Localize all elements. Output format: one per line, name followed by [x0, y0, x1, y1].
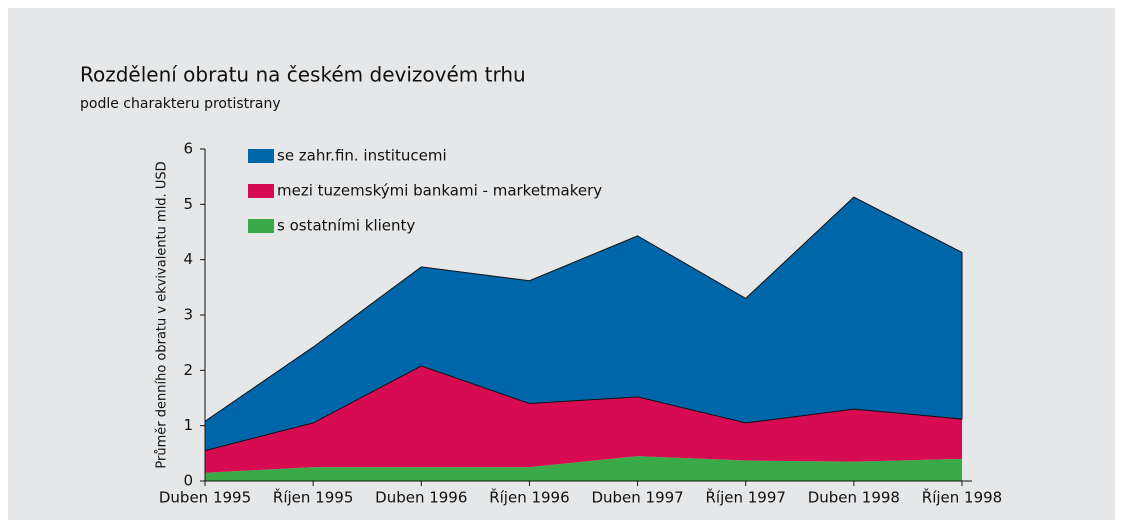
y-tick-label: 6: [183, 140, 193, 158]
legend-label: se zahr.fin. institucemi: [277, 147, 447, 165]
chart-subtitle: podle charakteru protistrany: [80, 96, 281, 112]
x-tick-label: Říjen 1996: [489, 488, 569, 507]
area: [205, 456, 962, 481]
x-tick-label: Říjen 1995: [273, 488, 353, 507]
legend-label: mezi tuzemskými bankami - marketmakery: [277, 182, 602, 200]
x-tick-label: Duben 1998: [808, 489, 900, 507]
y-tick-label: 5: [183, 195, 193, 213]
y-axis-label: Průměr denního obratu v ekvivalentu mld.…: [155, 161, 170, 468]
x-tick-label: Duben 1996: [375, 489, 467, 507]
area: [204, 196, 963, 452]
legend-swatch: [248, 219, 274, 233]
x-tick-label: Duben 1997: [591, 489, 683, 507]
x-tick-label: Říjen 1997: [705, 488, 785, 507]
y-tick-label: 1: [183, 416, 193, 434]
y-tick-label: 3: [183, 306, 193, 324]
legend-swatch: [248, 149, 274, 163]
area: [205, 365, 962, 473]
x-tick-label: Duben 1995: [159, 489, 251, 507]
x-tick-label: Říjen 1998: [922, 488, 1002, 507]
chart-title: Rozdělení obratu na českém devizovém trh…: [80, 63, 526, 87]
legend-swatch: [248, 184, 274, 198]
y-tick-label: 2: [183, 361, 193, 379]
y-tick-label: 0: [183, 472, 193, 490]
legend-label: s ostatními klienty: [277, 217, 415, 235]
y-tick-label: 4: [183, 250, 193, 268]
